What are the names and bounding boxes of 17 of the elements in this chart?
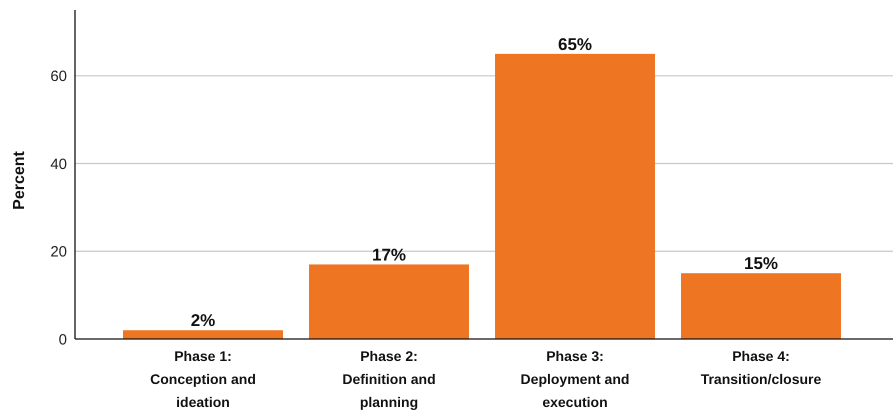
bar <box>681 273 841 339</box>
bar <box>123 330 283 339</box>
data-label: 15% <box>744 254 778 274</box>
x-tick-label: Phase 3: Deployment and execution <box>520 348 630 410</box>
y-tick-label: 40 <box>50 156 67 173</box>
y-tick-label: 60 <box>50 68 67 86</box>
data-label: 65% <box>558 34 592 54</box>
bar <box>309 264 469 339</box>
y-tick-label: 20 <box>50 244 67 261</box>
y-tick-label: 0 <box>58 331 67 348</box>
y-axis-title: Percent <box>11 150 28 210</box>
x-tick-label: Phase 1: Conception and ideation <box>150 348 256 410</box>
x-tick-label: Phase 2: Definition and planning <box>342 348 436 410</box>
x-tick-label: Phase 4: Transition/closure <box>700 348 822 387</box>
bar <box>495 54 655 339</box>
data-label: 2% <box>190 311 216 330</box>
data-label: 17% <box>372 245 406 264</box>
